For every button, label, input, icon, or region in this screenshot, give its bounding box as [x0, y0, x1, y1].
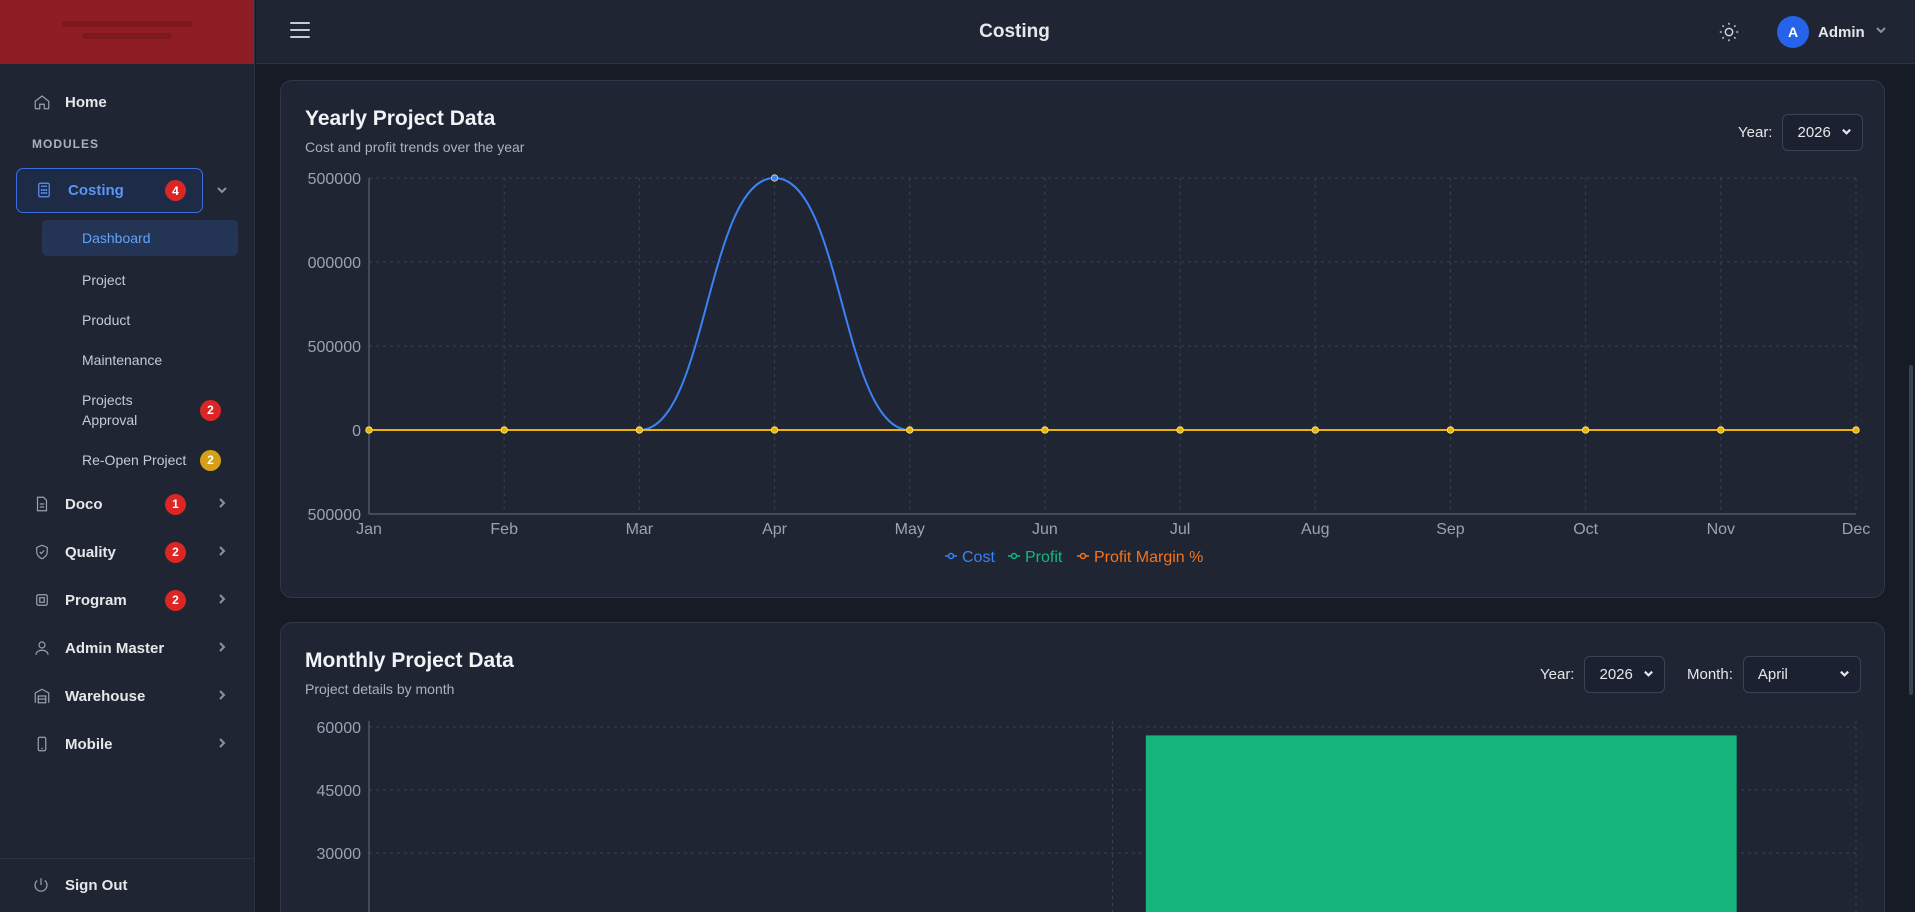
sign-out-label: Sign Out [65, 877, 128, 894]
power-icon [32, 876, 52, 896]
user-icon [32, 638, 52, 658]
month-select-value: April [1757, 666, 1788, 683]
sidebar-item-label: Home [65, 93, 107, 111]
doco-badge: 1 [165, 493, 186, 515]
sidebar-item-label: Mobile [65, 735, 113, 753]
sidebar-subitem-reopen-project[interactable]: Re-Open Project 2 [42, 440, 238, 480]
sidebar-subitem-maintenance[interactable]: Maintenance [82, 352, 163, 368]
month-filter: Month: April [1687, 656, 1861, 693]
sidebar-item-home[interactable]: Home [0, 78, 254, 126]
warehouse-icon [32, 686, 52, 706]
month-select[interactable]: April [1742, 656, 1861, 693]
scrollbar-thumb[interactable] [1909, 365, 1913, 695]
sidebar-item-label: Admin Master [65, 639, 165, 657]
costing-badge: 4 [165, 180, 186, 201]
year-label: Year: [1738, 124, 1773, 141]
sidebar: Home MODULES Costing 4 Dashboard Project… [0, 0, 255, 912]
chevron-right-icon [216, 640, 228, 657]
year-label: Year: [1540, 666, 1575, 683]
top-header: Costing A Admin [256, 0, 1915, 64]
chevron-right-icon [216, 736, 228, 753]
sidebar-subitem-label: Re-Open Project [82, 452, 187, 468]
chevron-down-icon [1643, 666, 1654, 683]
program-badge: 2 [165, 589, 186, 611]
mobile-icon [32, 734, 52, 754]
menu-icon[interactable] [290, 22, 310, 40]
chevron-right-icon [216, 592, 228, 609]
year-select-value: 2026 [1797, 124, 1831, 141]
month-label: Month: [1687, 666, 1733, 683]
logo-icon [62, 21, 192, 39]
chevron-down-icon [1875, 23, 1887, 41]
company-logo[interactable] [0, 0, 254, 64]
card-title: Yearly Project Data [305, 107, 496, 130]
user-name: Admin [1818, 23, 1865, 41]
sidebar-item-label: Warehouse [65, 687, 146, 705]
sidebar-item-label: Program [65, 591, 127, 609]
sidebar-item-label: Costing [68, 182, 124, 199]
monthly-year-select[interactable]: 2026 [1584, 656, 1665, 693]
document-icon [32, 494, 52, 514]
user-menu[interactable]: A Admin [1777, 16, 1887, 48]
modules-section-title: MODULES [32, 137, 99, 151]
projects-approval-badge: 2 [200, 399, 221, 421]
yearly-project-card: Yearly Project Data Cost and profit tren… [280, 80, 1885, 598]
sidebar-item-label: Quality [65, 543, 116, 561]
sidebar-item-admin-master[interactable]: Admin Master [0, 624, 254, 672]
shield-check-icon [32, 542, 52, 562]
quality-badge: 2 [165, 541, 186, 563]
card-title: Monthly Project Data [305, 649, 514, 672]
chevron-right-icon [216, 496, 228, 513]
sidebar-subitem-label: Projects Approval [82, 392, 138, 428]
sidebar-item-program[interactable]: Program 2 [0, 576, 254, 624]
avatar: A [1777, 16, 1809, 48]
chevron-down-icon [1841, 124, 1852, 141]
monthly-project-card: Monthly Project Data Project details by … [280, 622, 1885, 912]
card-subtitle: Cost and profit trends over the year [305, 139, 525, 155]
year-select-value: 2026 [1599, 666, 1633, 683]
sidebar-subitem-product[interactable]: Product [82, 312, 131, 328]
year-select[interactable]: 2026 [1782, 114, 1863, 151]
sidebar-subitem-dashboard[interactable]: Dashboard [42, 220, 238, 256]
sidebar-subitem-projects-approval[interactable]: Projects Approval 2 [42, 380, 238, 440]
chevron-right-icon [216, 688, 228, 705]
sidebar-item-quality[interactable]: Quality 2 [0, 528, 254, 576]
home-icon [32, 92, 52, 112]
reopen-project-badge: 2 [200, 449, 221, 471]
monthly-year-filter: Year: 2026 [1540, 656, 1665, 693]
sidebar-subitem-project[interactable]: Project [82, 272, 126, 288]
sidebar-item-costing[interactable]: Costing 4 [16, 168, 203, 213]
sun-icon[interactable] [1718, 21, 1740, 43]
card-subtitle: Project details by month [305, 681, 455, 697]
sidebar-item-label: Doco [65, 495, 103, 513]
sidebar-item-mobile[interactable]: Mobile [0, 720, 254, 768]
sign-out-button[interactable]: Sign Out [0, 858, 255, 912]
calculator-icon [35, 181, 55, 201]
year-filter: Year: 2026 [1738, 114, 1863, 151]
page-title: Costing [979, 21, 1050, 42]
chevron-down-icon[interactable] [216, 183, 228, 201]
sidebar-item-doco[interactable]: Doco 1 [0, 480, 254, 528]
sidebar-item-warehouse[interactable]: Warehouse [0, 672, 254, 720]
chevron-right-icon [216, 544, 228, 561]
chip-icon [32, 590, 52, 610]
chevron-down-icon [1839, 666, 1850, 683]
